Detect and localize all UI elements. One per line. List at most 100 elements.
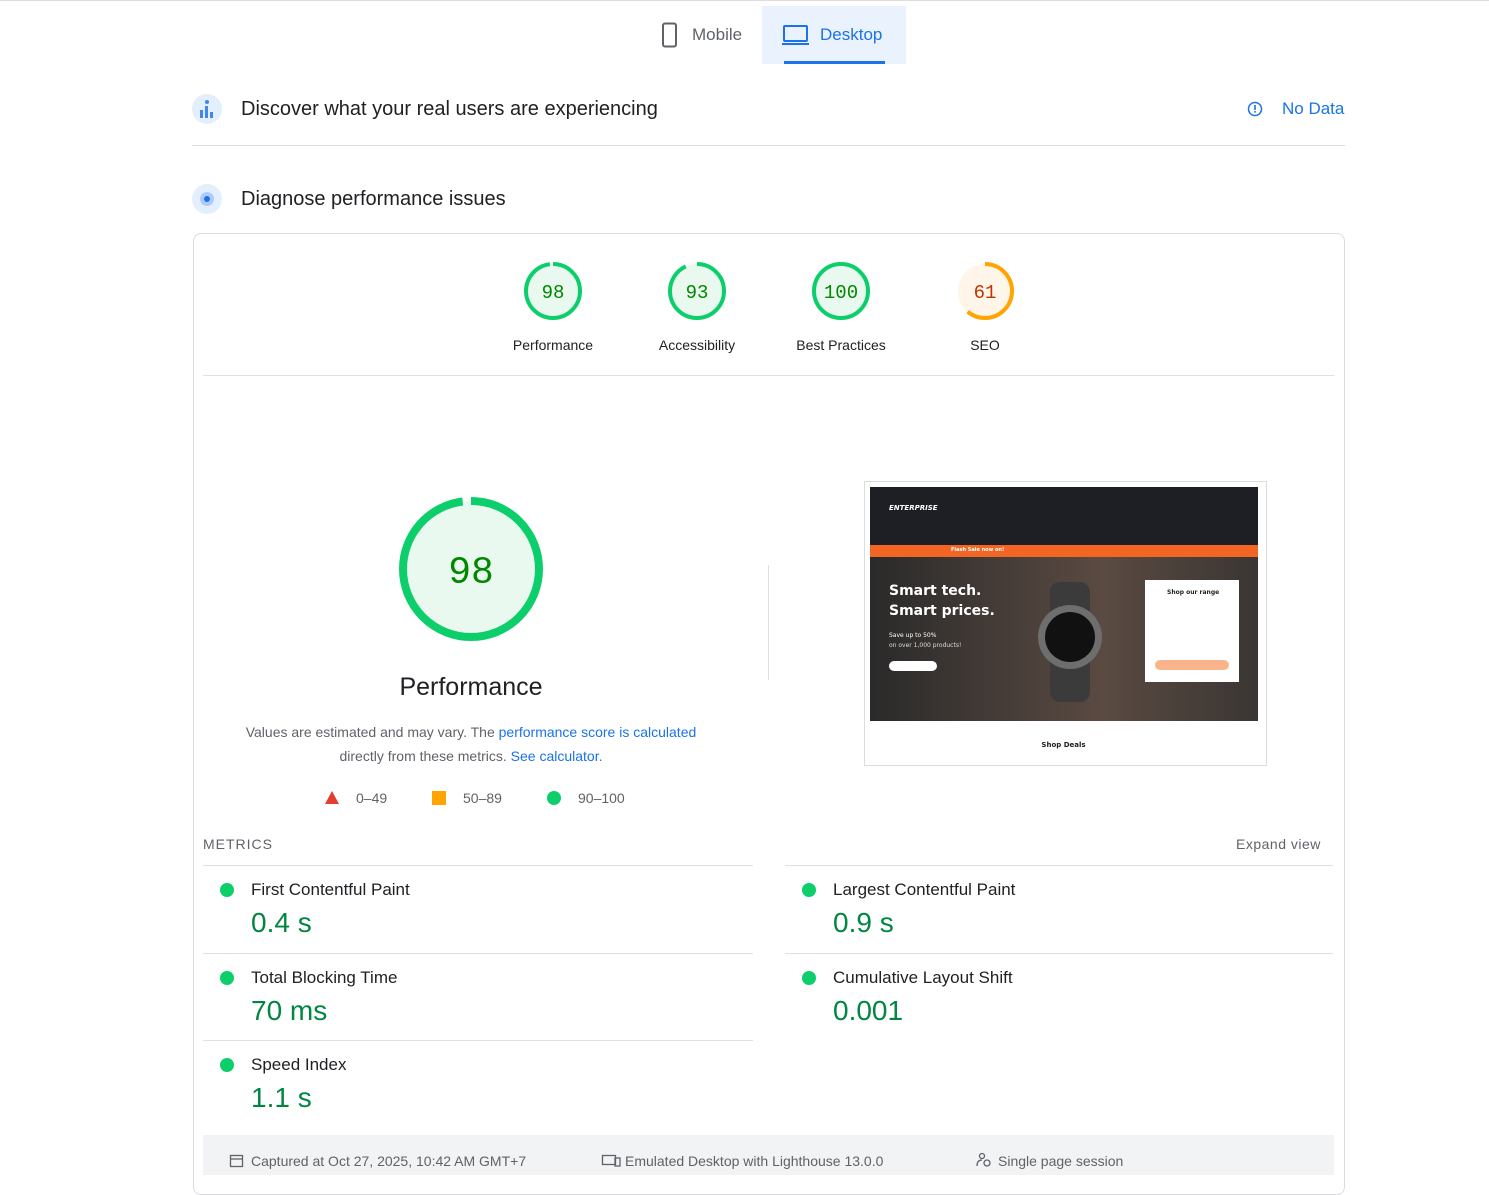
field-title: Discover what your real users are experi… [241,98,658,120]
dot [220,883,234,897]
gauge: 93 [668,262,726,320]
gauge-arc [668,262,726,320]
divider [192,145,1345,146]
metric-name: Speed Index [251,1055,347,1074]
info-icon [1247,101,1263,117]
metric-dot [220,1058,234,1072]
note-text: directly from these metrics. [339,748,507,764]
metric-divider [203,1040,753,1041]
legend-label: 90–100 [578,790,625,806]
screenshot-text: Smart tech. [889,583,982,599]
screenshot-text: Shop Deals [1041,741,1086,749]
screenshot-header [870,487,1258,545]
metric-dot [802,883,816,897]
dot [802,883,816,897]
performance-label: Performance [399,673,543,701]
screenshot-button [1155,660,1229,670]
session-icon [976,1152,991,1167]
tab[interactable]: Mobile [646,6,762,64]
screenshot-text: Shop our range [1167,589,1220,596]
metric-divider [203,865,753,866]
screenshot-button [889,661,937,671]
screenshot-text: Flash Sale now on! [951,547,1005,553]
dot [220,1058,234,1072]
gauge-arc [956,262,1014,320]
category-label: SEO [970,337,1000,353]
calculator-link[interactable]: See calculator. [510,748,603,764]
gauge-score: 98 [542,282,565,304]
metric-value: 0.9 s [833,907,894,938]
gauge-arc [399,497,543,641]
legend-label: 50–89 [463,790,502,806]
phone-shape [662,22,677,48]
gauge: 98 [524,262,582,320]
dot [802,970,816,985]
screenshot-text: ENTERPRISE [889,504,938,512]
dot [220,970,234,985]
gauge-score: 98 [448,552,494,595]
footer-bar [203,1135,1334,1175]
category-label: Best Practices [796,337,886,353]
legend-pass-icon [547,791,561,805]
diagnose-title: Diagnose performance issues [241,188,506,210]
calendar-icon [229,1154,244,1168]
diagnose-icon [192,184,222,214]
gauge-arc [524,262,582,320]
footer-text: Emulated Desktop with Lighthouse 13.0.0 [625,1153,884,1169]
performance-note: Values are estimated and may vary. The p… [220,720,722,768]
tab[interactable]: Desktop [762,6,906,64]
expand-view[interactable]: Expand view [1236,836,1321,852]
screenshot-text: Smart prices. [889,603,995,619]
gauge-fill [670,264,724,318]
footer-text: Captured at Oct 27, 2025, 10:42 AM GMT+7 [251,1153,527,1169]
tab-label: Desktop [820,25,883,44]
metric-name: Largest Contentful Paint [833,880,1016,899]
note-text: Values are estimated and may vary. The [245,724,495,740]
metric-dot [220,883,234,897]
metric-name: First Contentful Paint [251,880,410,899]
divider [203,375,1334,376]
metric-name: Cumulative Layout Shift [833,967,1013,987]
gauge-fill [958,264,1012,318]
gauge-fill [403,501,539,637]
metric-dot [802,970,816,985]
score-link[interactable]: performance score is calculated [498,724,697,740]
device-icon [601,1154,621,1167]
footer-text: Single page session [998,1153,1124,1169]
laptop-shape [783,25,808,42]
screenshot-text: Save up to 50% [889,632,937,639]
page-screenshot: ENTERPRISE Flash Sale now on! Smart tech… [864,481,1267,766]
legend-label: 0–49 [356,790,388,806]
tab-label: Mobile [692,25,743,44]
gauge-fill [526,264,580,318]
category-label: Performance [512,337,594,353]
gauge: 100 [812,262,870,320]
screenshot-text: on over 1,000 products! [889,642,962,649]
metric-divider [203,952,753,954]
screenshot-banner [870,545,1258,557]
gauge-score: 93 [686,282,709,304]
legend-fail-icon [325,791,339,804]
screenshot-watch [1038,582,1102,702]
tab-icon [782,25,809,45]
metric-dot [220,970,234,985]
tab-icon [662,22,677,48]
metric-value: 70 ms [251,994,328,1026]
metric-divider [785,865,1333,866]
tab-underline [784,61,885,64]
metric-name: Total Blocking Time [251,967,398,987]
gauge-arc [812,262,870,320]
gauge-score: 100 [824,282,858,304]
gauge-score: 61 [974,282,997,304]
metric-divider [785,952,1333,954]
gauge: 61 [956,262,1014,320]
category-label: Accessibility [658,337,736,353]
no-data-link[interactable]: No Data [1282,99,1345,118]
metrics-heading: METRICS [203,836,273,852]
field-icon [192,94,222,124]
divider [768,565,769,680]
top-border [0,0,1489,1]
metric-value: 0.001 [833,994,904,1026]
gauge-fill [814,264,868,318]
